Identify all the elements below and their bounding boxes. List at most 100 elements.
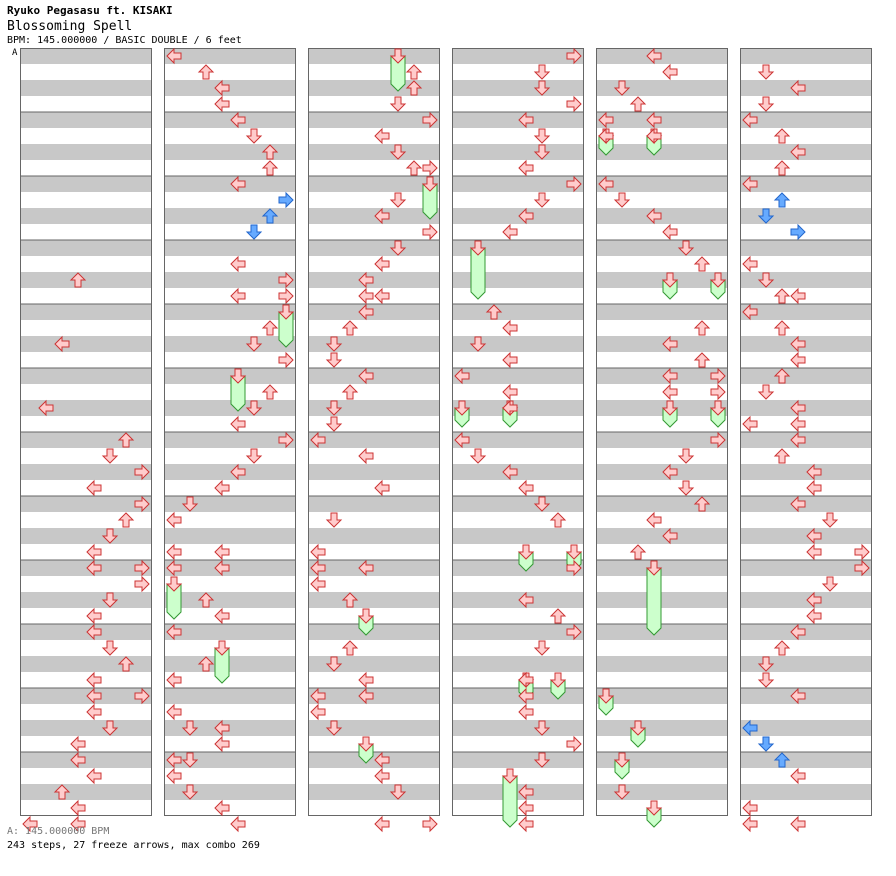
stripe <box>164 720 296 736</box>
freeze-head-arrow <box>565 544 583 560</box>
left-arrow <box>310 543 326 561</box>
left-arrow <box>662 367 678 385</box>
up-arrow <box>261 144 279 160</box>
left-arrow <box>230 415 246 433</box>
left-arrow <box>358 287 374 305</box>
stripe <box>20 624 152 640</box>
stripe <box>740 80 872 96</box>
stripe <box>164 144 296 160</box>
up-arrow <box>773 128 791 144</box>
freeze-head-arrow <box>613 752 631 768</box>
stripe <box>20 592 152 608</box>
left-arrow <box>518 799 534 817</box>
left-arrow <box>214 559 230 577</box>
stripe <box>740 560 872 576</box>
left-arrow <box>230 111 246 129</box>
left-arrow <box>374 255 390 273</box>
stripe <box>164 240 296 256</box>
column-border <box>740 48 872 816</box>
left-arrow <box>662 335 678 353</box>
left-arrow <box>742 719 758 737</box>
left-arrow <box>790 79 806 97</box>
chart-stats: 243 steps, 27 freeze arrows, max combo 2… <box>7 840 260 851</box>
stripe <box>308 688 440 704</box>
down-arrow <box>533 496 551 512</box>
right-arrow <box>710 431 726 449</box>
stripe <box>452 400 584 416</box>
left-arrow <box>646 47 662 65</box>
up-arrow <box>261 208 279 224</box>
left-arrow <box>70 815 86 833</box>
down-arrow <box>469 336 487 352</box>
stripe <box>20 496 152 512</box>
left-arrow <box>790 143 806 161</box>
left-arrow <box>70 799 86 817</box>
down-arrow <box>325 336 343 352</box>
stripe <box>164 336 296 352</box>
left-arrow <box>646 127 662 145</box>
left-arrow <box>502 319 518 337</box>
down-arrow <box>533 144 551 160</box>
stripe <box>20 720 152 736</box>
down-arrow <box>533 64 551 80</box>
down-arrow <box>757 208 775 224</box>
left-arrow <box>214 719 230 737</box>
down-arrow <box>245 400 263 416</box>
stripe <box>308 656 440 672</box>
stripe <box>740 112 872 128</box>
left-arrow <box>374 127 390 145</box>
down-arrow <box>245 128 263 144</box>
down-arrow <box>469 448 487 464</box>
stripe <box>596 528 728 544</box>
left-arrow <box>742 175 758 193</box>
left-arrow <box>790 415 806 433</box>
up-arrow <box>117 656 135 672</box>
freeze-head-arrow <box>421 176 439 192</box>
left-arrow <box>374 287 390 305</box>
left-arrow <box>790 815 806 833</box>
up-arrow <box>405 80 423 96</box>
column-border <box>20 48 152 816</box>
stripe <box>164 432 296 448</box>
left-arrow <box>502 351 518 369</box>
down-arrow <box>757 96 775 112</box>
stripe <box>596 656 728 672</box>
right-arrow <box>710 367 726 385</box>
freeze-head-arrow <box>229 368 247 384</box>
left-arrow <box>310 687 326 705</box>
stripe <box>452 80 584 96</box>
stripe <box>164 752 296 768</box>
up-arrow <box>341 320 359 336</box>
up-arrow <box>773 368 791 384</box>
left-arrow <box>230 175 246 193</box>
left-arrow <box>646 111 662 129</box>
stripe <box>452 464 584 480</box>
left-arrow <box>374 815 390 833</box>
right-arrow <box>566 623 582 641</box>
stripe <box>20 752 152 768</box>
down-arrow <box>613 192 631 208</box>
stripe <box>164 48 296 64</box>
stripe <box>452 368 584 384</box>
up-arrow <box>629 96 647 112</box>
left-arrow <box>806 591 822 609</box>
right-arrow <box>566 559 582 577</box>
left-arrow <box>86 607 102 625</box>
up-arrow <box>197 64 215 80</box>
measure-column <box>740 48 872 816</box>
left-arrow <box>54 335 70 353</box>
up-arrow <box>117 432 135 448</box>
stripe <box>308 48 440 64</box>
stripe <box>740 464 872 480</box>
right-arrow <box>422 223 438 241</box>
freeze-arrow <box>646 567 662 636</box>
measure-column <box>308 48 440 816</box>
stripe <box>740 144 872 160</box>
right-arrow <box>134 575 150 593</box>
down-arrow <box>325 656 343 672</box>
stripe <box>452 752 584 768</box>
left-arrow <box>86 543 102 561</box>
stripe <box>308 784 440 800</box>
up-arrow <box>341 592 359 608</box>
down-arrow <box>757 272 775 288</box>
